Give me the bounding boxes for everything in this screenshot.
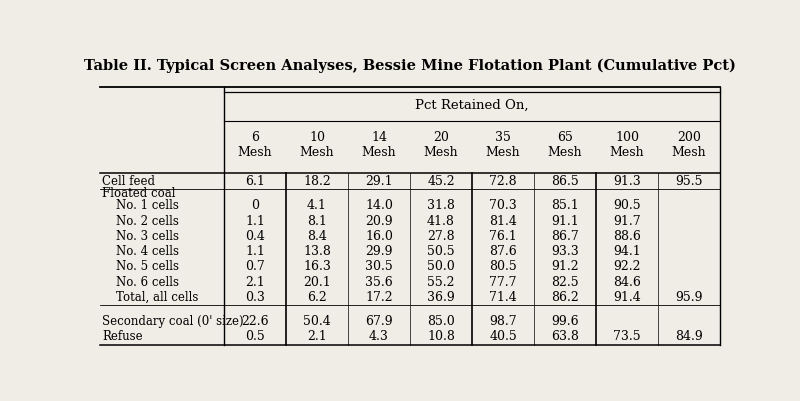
Text: 95.9: 95.9	[675, 291, 702, 304]
Text: Pct Retained On,: Pct Retained On,	[415, 99, 529, 112]
Text: Floated coal: Floated coal	[102, 187, 176, 200]
Text: 80.5: 80.5	[489, 260, 517, 273]
Text: 92.2: 92.2	[614, 260, 641, 273]
Text: 4.1: 4.1	[307, 199, 327, 212]
Text: 20.1: 20.1	[303, 275, 331, 289]
Text: 94.1: 94.1	[613, 245, 641, 258]
Text: 50.0: 50.0	[427, 260, 455, 273]
Text: 63.8: 63.8	[551, 330, 579, 343]
Text: 18.2: 18.2	[303, 175, 331, 188]
Text: 0.3: 0.3	[245, 291, 265, 304]
Text: 90.5: 90.5	[613, 199, 641, 212]
Text: 29.9: 29.9	[366, 245, 393, 258]
Text: 41.8: 41.8	[427, 215, 455, 227]
Text: 16.3: 16.3	[303, 260, 331, 273]
Text: 93.3: 93.3	[551, 245, 579, 258]
Text: 20
Mesh: 20 Mesh	[424, 132, 458, 159]
Text: 71.4: 71.4	[489, 291, 517, 304]
Text: 98.7: 98.7	[489, 315, 517, 328]
Text: 0.5: 0.5	[245, 330, 265, 343]
Text: No. 4 cells: No. 4 cells	[115, 245, 178, 258]
Text: 91.4: 91.4	[613, 291, 641, 304]
Text: 85.0: 85.0	[427, 315, 455, 328]
Text: 6.1: 6.1	[245, 175, 265, 188]
Text: 45.2: 45.2	[427, 175, 455, 188]
Text: 6
Mesh: 6 Mesh	[238, 132, 272, 159]
Text: 8.4: 8.4	[307, 230, 327, 243]
Text: 8.1: 8.1	[307, 215, 327, 227]
Text: No. 1 cells: No. 1 cells	[115, 199, 178, 212]
Text: 30.5: 30.5	[365, 260, 393, 273]
Text: 1.1: 1.1	[245, 215, 265, 227]
Text: 2.1: 2.1	[245, 275, 265, 289]
Text: 0.4: 0.4	[245, 230, 265, 243]
Text: 2.1: 2.1	[307, 330, 327, 343]
Text: 50.4: 50.4	[303, 315, 331, 328]
Text: 85.1: 85.1	[551, 199, 579, 212]
Text: 86.5: 86.5	[551, 175, 579, 188]
Text: 88.6: 88.6	[613, 230, 641, 243]
Text: 36.9: 36.9	[427, 291, 455, 304]
Text: 70.3: 70.3	[489, 199, 517, 212]
Text: 91.3: 91.3	[613, 175, 641, 188]
Text: 77.7: 77.7	[490, 275, 517, 289]
Text: 0: 0	[251, 199, 259, 212]
Text: 27.8: 27.8	[427, 230, 455, 243]
Text: No. 5 cells: No. 5 cells	[115, 260, 178, 273]
Text: 10
Mesh: 10 Mesh	[300, 132, 334, 159]
Text: 35.6: 35.6	[365, 275, 393, 289]
Text: 13.8: 13.8	[303, 245, 331, 258]
Text: 91.2: 91.2	[551, 260, 579, 273]
Text: 50.5: 50.5	[427, 245, 455, 258]
Text: No. 6 cells: No. 6 cells	[115, 275, 178, 289]
Text: 95.5: 95.5	[675, 175, 702, 188]
Text: 81.4: 81.4	[489, 215, 517, 227]
Text: 72.8: 72.8	[489, 175, 517, 188]
Text: 84.6: 84.6	[613, 275, 641, 289]
Text: 14.0: 14.0	[365, 199, 393, 212]
Text: 91.1: 91.1	[551, 215, 579, 227]
Text: 22.6: 22.6	[241, 315, 269, 328]
Text: 10.8: 10.8	[427, 330, 455, 343]
Text: 86.2: 86.2	[551, 291, 579, 304]
Text: 87.6: 87.6	[489, 245, 517, 258]
Text: No. 2 cells: No. 2 cells	[115, 215, 178, 227]
Text: 82.5: 82.5	[551, 275, 579, 289]
Text: No. 3 cells: No. 3 cells	[115, 230, 178, 243]
Text: 14
Mesh: 14 Mesh	[362, 132, 396, 159]
Text: 29.1: 29.1	[365, 175, 393, 188]
Text: 40.5: 40.5	[489, 330, 517, 343]
Text: 99.6: 99.6	[551, 315, 579, 328]
Text: Refuse: Refuse	[102, 330, 143, 343]
Text: 0.7: 0.7	[245, 260, 265, 273]
Text: 200
Mesh: 200 Mesh	[672, 132, 706, 159]
Text: 4.3: 4.3	[369, 330, 389, 343]
Text: 91.7: 91.7	[613, 215, 641, 227]
Text: 73.5: 73.5	[613, 330, 641, 343]
Text: 17.2: 17.2	[365, 291, 393, 304]
Text: Total, all cells: Total, all cells	[115, 291, 198, 304]
Text: 65
Mesh: 65 Mesh	[548, 132, 582, 159]
Text: Table II. Typical Screen Analyses, Bessie Mine Flotation Plant (Cumulative Pct): Table II. Typical Screen Analyses, Bessi…	[84, 59, 736, 73]
Text: 86.7: 86.7	[551, 230, 579, 243]
Text: 67.9: 67.9	[365, 315, 393, 328]
Text: Cell feed: Cell feed	[102, 175, 155, 188]
Text: 31.8: 31.8	[427, 199, 455, 212]
Text: 35
Mesh: 35 Mesh	[486, 132, 520, 159]
Text: 1.1: 1.1	[245, 245, 265, 258]
Text: 76.1: 76.1	[489, 230, 517, 243]
Text: 6.2: 6.2	[307, 291, 327, 304]
Text: 84.9: 84.9	[675, 330, 703, 343]
Text: 20.9: 20.9	[365, 215, 393, 227]
Text: 55.2: 55.2	[427, 275, 454, 289]
Text: 16.0: 16.0	[365, 230, 393, 243]
Text: 100
Mesh: 100 Mesh	[610, 132, 644, 159]
Text: Secondary coal (0' size): Secondary coal (0' size)	[102, 315, 244, 328]
